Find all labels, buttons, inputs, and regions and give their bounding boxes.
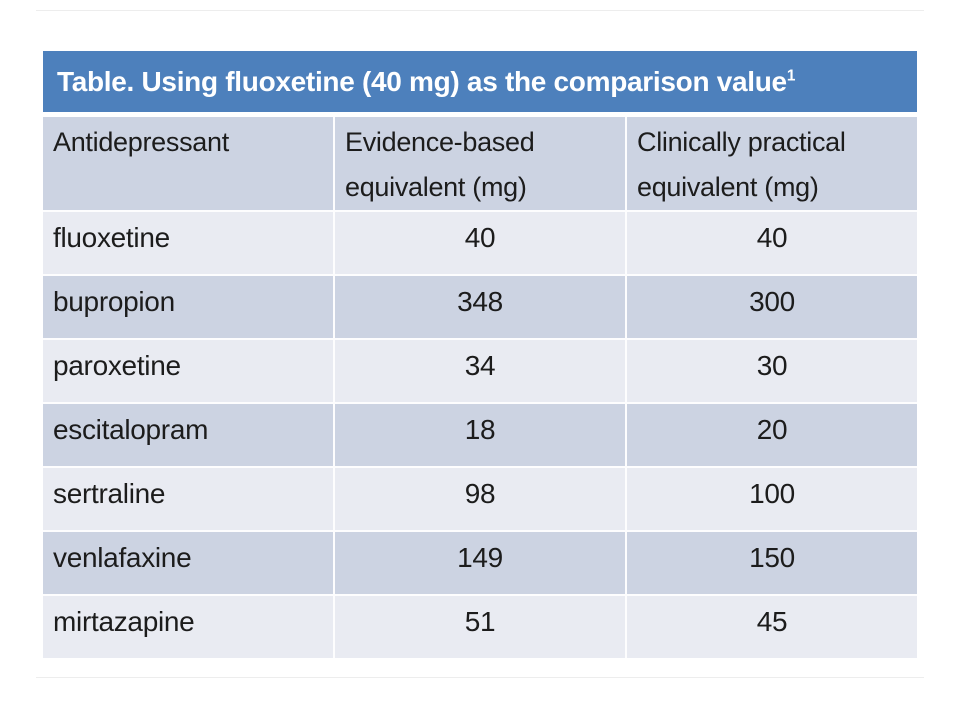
evidence-based-value-cell: 18: [335, 404, 625, 466]
clinically-practical-value-cell: 300: [627, 276, 917, 338]
column-header-clinically-practical: Clinically practical equivalent (mg): [627, 117, 917, 210]
drug-name-cell: paroxetine: [43, 340, 333, 402]
clinically-practical-value-cell: 40: [627, 212, 917, 274]
drug-name-cell: escitalopram: [43, 404, 333, 466]
table-title: Table. Using fluoxetine (40 mg) as the c…: [57, 66, 787, 97]
column-header-antidepressant: Antidepressant: [43, 117, 333, 210]
clinically-practical-value-cell: 20: [627, 404, 917, 466]
clinically-practical-value-cell: 30: [627, 340, 917, 402]
drug-name-cell: sertraline: [43, 468, 333, 530]
evidence-based-value-cell: 34: [335, 340, 625, 402]
evidence-based-value-cell: 98: [335, 468, 625, 530]
drug-name-cell: venlafaxine: [43, 532, 333, 594]
comparison-table: Table. Using fluoxetine (40 mg) as the c…: [43, 51, 917, 658]
table-grid: Antidepressant Evidence-based equivalent…: [43, 117, 917, 658]
table-title-footnote-marker: 1: [786, 67, 796, 85]
column-header-evidence-based: Evidence-based equivalent (mg): [335, 117, 625, 210]
drug-name-cell: fluoxetine: [43, 212, 333, 274]
slide-edge-top: [36, 10, 924, 11]
drug-name-cell: bupropion: [43, 276, 333, 338]
evidence-based-value-cell: 51: [335, 596, 625, 658]
evidence-based-value-cell: 348: [335, 276, 625, 338]
evidence-based-value-cell: 149: [335, 532, 625, 594]
table-title-bar: Table. Using fluoxetine (40 mg) as the c…: [43, 51, 917, 112]
slide-edge-bottom: [36, 677, 924, 678]
evidence-based-value-cell: 40: [335, 212, 625, 274]
clinically-practical-value-cell: 150: [627, 532, 917, 594]
clinically-practical-value-cell: 45: [627, 596, 917, 658]
clinically-practical-value-cell: 100: [627, 468, 917, 530]
drug-name-cell: mirtazapine: [43, 596, 333, 658]
